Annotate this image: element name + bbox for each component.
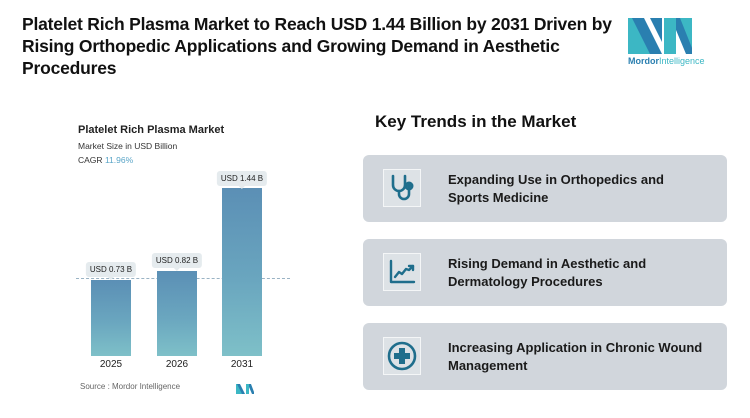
chart-title: Platelet Rich Plasma Market <box>78 124 225 136</box>
bar-2031 <box>222 188 262 356</box>
trend-text: Increasing Application in Chronic Wound … <box>448 340 703 373</box>
bar-2025 <box>91 280 131 356</box>
bar-2026 <box>157 271 197 356</box>
x-tick-2026: 2026 <box>165 359 189 370</box>
trend-card-orthopedics: Expanding Use in Orthopedics and Sports … <box>363 155 727 222</box>
medical-cross-icon <box>383 337 421 375</box>
bar-label-2031: USD 1.44 B <box>216 171 268 189</box>
stethoscope-icon <box>383 169 421 207</box>
x-tick-2025: 2025 <box>99 359 123 370</box>
mini-logo-icon <box>236 381 254 399</box>
chart-subtitle: Market Size in USD Billion <box>78 141 178 151</box>
trend-chart-icon <box>383 253 421 291</box>
cagr-value: 11.96% <box>104 155 134 165</box>
trend-text: Expanding Use in Orthopedics and Sports … <box>448 172 664 205</box>
logo-word-mordor: Mordor <box>628 56 659 66</box>
trend-text: Rising Demand in Aesthetic and Dermatolo… <box>448 256 647 289</box>
mordor-intelligence-logo: MordorIntelligence <box>628 18 708 68</box>
cagr-label: CAGR <box>78 155 103 165</box>
logo-word-intelligence: Intelligence <box>659 56 705 66</box>
logo-mark-icon <box>628 18 692 54</box>
key-trends-title: Key Trends in the Market <box>375 112 577 131</box>
trend-card-wound: Increasing Application in Chronic Wound … <box>363 323 727 390</box>
chart-cagr: CAGR 11.96% <box>78 155 133 165</box>
logo-wordmark: MordorIntelligence <box>628 56 705 66</box>
x-tick-2031: 2031 <box>230 359 254 370</box>
bar-chart: USD 0.73 B USD 0.82 B USD 1.44 B <box>60 160 310 360</box>
trend-card-aesthetic: Rising Demand in Aesthetic and Dermatolo… <box>363 239 727 306</box>
chart-source: Source : Mordor Intelligence <box>80 382 181 391</box>
bar-label-2026: USD 0.82 B <box>151 253 203 271</box>
bar-label-2025: USD 0.73 B <box>85 262 137 280</box>
page-headline: Platelet Rich Plasma Market to Reach USD… <box>22 14 612 78</box>
